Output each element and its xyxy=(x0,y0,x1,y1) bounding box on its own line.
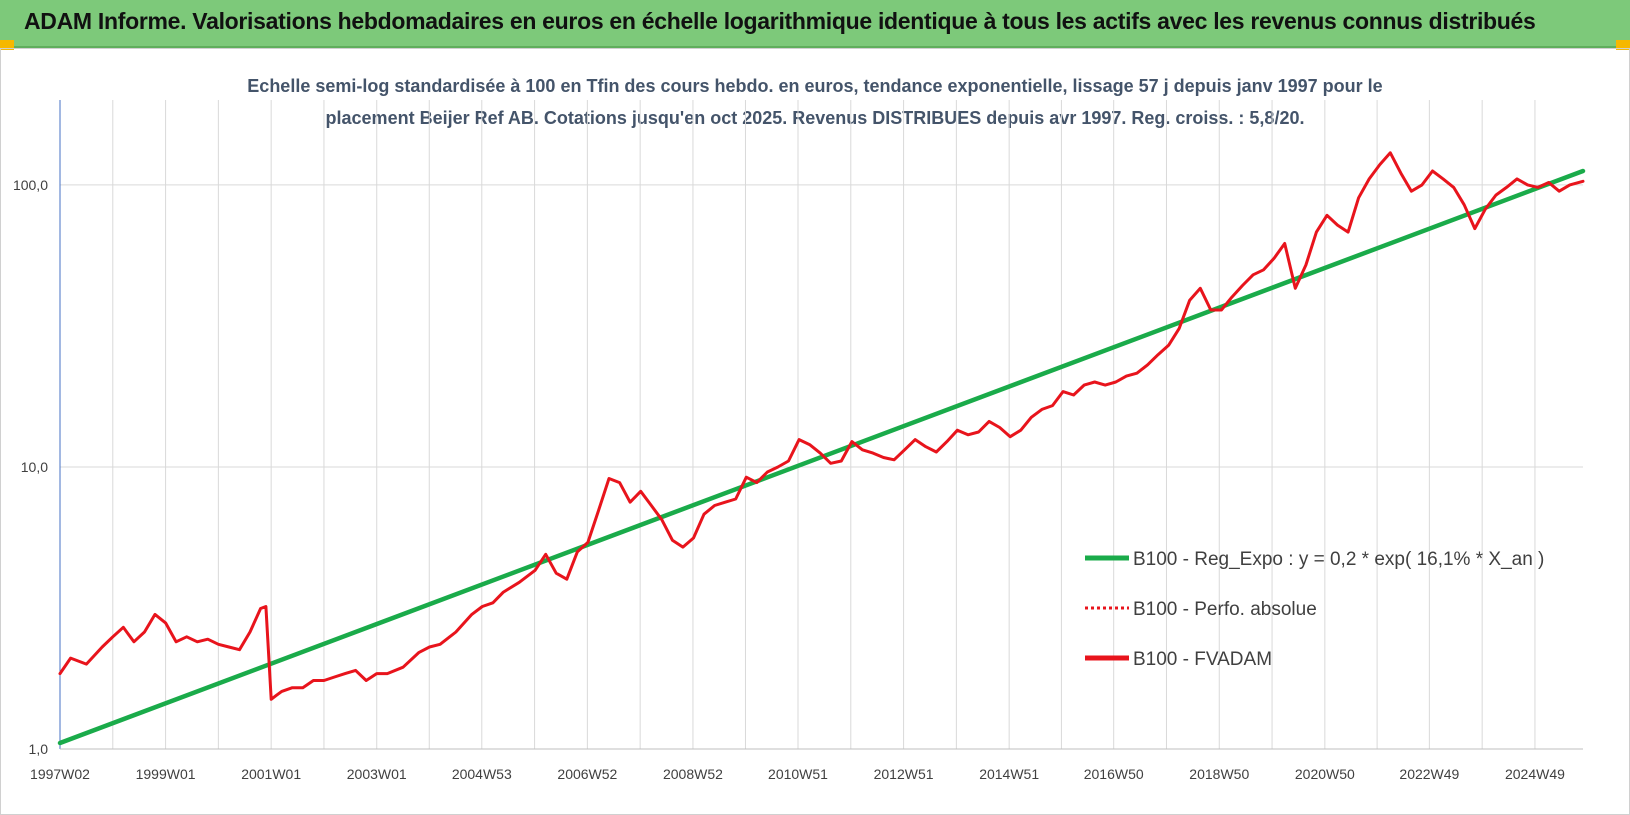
x-tick-label: 2018W50 xyxy=(1189,766,1249,782)
x-tick-label: 2020W50 xyxy=(1295,766,1355,782)
axes: 1,0 10,0 100,0 1997W02 1999W01 2001W01 2003W01… xyxy=(13,100,1583,782)
title-banner: ADAM Informe. Valorisations hebdomadaire… xyxy=(0,0,1630,48)
x-tick-label: 1997W02 xyxy=(30,766,90,782)
x-tick-label: 2016W50 xyxy=(1084,766,1144,782)
x-tick-label: 2014W51 xyxy=(979,766,1039,782)
x-tick-label: 2001W01 xyxy=(241,766,301,782)
y-tick-label: 10,0 xyxy=(21,459,48,475)
plot-area xyxy=(57,151,1586,746)
trend-line-series xyxy=(57,168,1586,746)
corner-marker-left xyxy=(0,40,14,50)
chart-title-line-2: placement Beijer Ref AB. Cotations jusqu… xyxy=(326,108,1305,128)
legend-label: B100 - Perfo. absolue xyxy=(1133,599,1317,620)
price-line-series xyxy=(58,151,1585,701)
x-tick-label: 1999W01 xyxy=(136,766,196,782)
x-tick-label: 2003W01 xyxy=(347,766,407,782)
x-tick-label: 2006W52 xyxy=(557,766,617,782)
legend: B100 - Reg_Expo : y = 0,2 * exp( 16,1% *… xyxy=(1085,549,1544,670)
x-tick-label: 2010W51 xyxy=(768,766,828,782)
corner-marker-right xyxy=(1616,40,1630,50)
banner-title: ADAM Informe. Valorisations hebdomadaire… xyxy=(24,8,1536,34)
x-tick-label: 2004W53 xyxy=(452,766,512,782)
chart-title-line-1: Echelle semi-log standardisée à 100 en T… xyxy=(247,76,1382,96)
y-tick-label: 100,0 xyxy=(13,177,48,193)
x-tick-label: 2022W49 xyxy=(1399,766,1459,782)
legend-label: B100 - Reg_Expo : y = 0,2 * exp( 16,1% *… xyxy=(1133,549,1544,570)
grid xyxy=(59,100,1583,750)
y-tick-label: 1,0 xyxy=(29,741,49,757)
legend-label: B100 - FVADAM xyxy=(1133,649,1272,670)
x-tick-label: 2012W51 xyxy=(874,766,934,782)
x-tick-label: 2008W52 xyxy=(663,766,723,782)
x-tick-label: 2024W49 xyxy=(1505,766,1565,782)
